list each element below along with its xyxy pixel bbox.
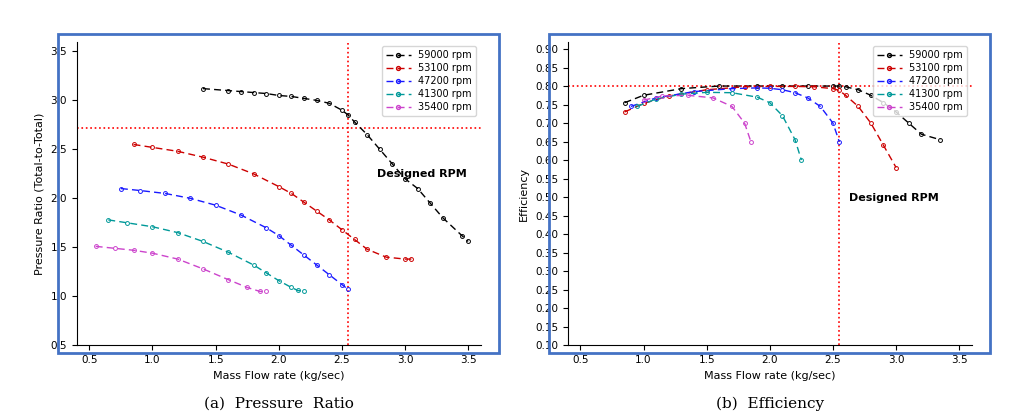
- Text: (b)  Efficiency: (b) Efficiency: [716, 396, 825, 411]
- Y-axis label: Pressure Ratio (Total-to-Total): Pressure Ratio (Total-to-Total): [35, 112, 45, 275]
- Legend: 59000 rpm, 53100 rpm, 47200 rpm, 41300 rpm, 35400 rpm: 59000 rpm, 53100 rpm, 47200 rpm, 41300 r…: [383, 47, 476, 116]
- Y-axis label: Efficiency: Efficiency: [520, 166, 529, 220]
- Text: (a)  Pressure  Ratio: (a) Pressure Ratio: [205, 397, 354, 411]
- X-axis label: Mass Flow rate (kg/sec): Mass Flow rate (kg/sec): [213, 371, 345, 381]
- Text: Designed RPM: Designed RPM: [849, 193, 939, 203]
- X-axis label: Mass Flow rate (kg/sec): Mass Flow rate (kg/sec): [704, 371, 836, 381]
- Text: Designed RPM: Designed RPM: [377, 169, 468, 179]
- Legend: 59000 rpm, 53100 rpm, 47200 rpm, 41300 rpm, 35400 rpm: 59000 rpm, 53100 rpm, 47200 rpm, 41300 r…: [874, 47, 967, 116]
